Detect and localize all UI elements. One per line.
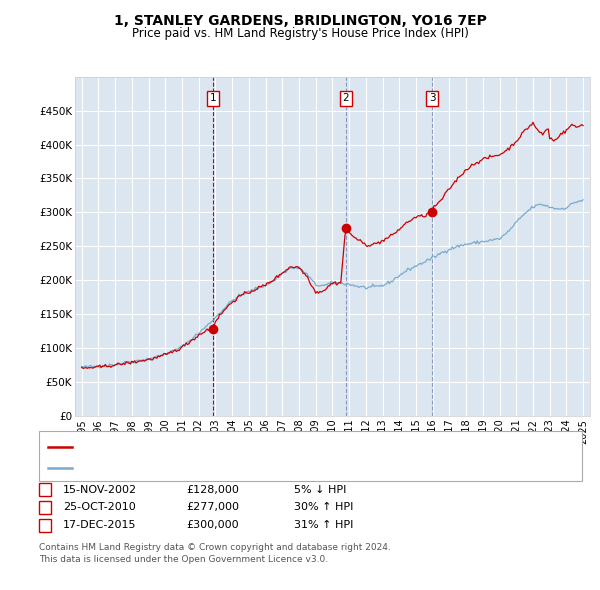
Text: 3: 3 — [41, 520, 49, 530]
Text: HPI: Average price, detached house, East Riding of Yorkshire: HPI: Average price, detached house, East… — [78, 463, 373, 473]
Text: 1, STANLEY GARDENS, BRIDLINGTON, YO16 7EP: 1, STANLEY GARDENS, BRIDLINGTON, YO16 7E… — [113, 14, 487, 28]
Text: 15-NOV-2002: 15-NOV-2002 — [63, 485, 137, 494]
Text: £128,000: £128,000 — [186, 485, 239, 494]
Text: 1: 1 — [41, 485, 49, 494]
Text: 30% ↑ HPI: 30% ↑ HPI — [294, 503, 353, 512]
Text: 1, STANLEY GARDENS, BRIDLINGTON, YO16 7EP (detached house): 1, STANLEY GARDENS, BRIDLINGTON, YO16 7E… — [78, 442, 401, 452]
Text: 25-OCT-2010: 25-OCT-2010 — [63, 503, 136, 512]
Text: 1: 1 — [210, 93, 217, 103]
Text: £277,000: £277,000 — [186, 503, 239, 512]
Text: This data is licensed under the Open Government Licence v3.0.: This data is licensed under the Open Gov… — [39, 555, 328, 563]
Text: 3: 3 — [429, 93, 436, 103]
Text: 2: 2 — [41, 503, 49, 512]
Text: Contains HM Land Registry data © Crown copyright and database right 2024.: Contains HM Land Registry data © Crown c… — [39, 543, 391, 552]
Text: Price paid vs. HM Land Registry's House Price Index (HPI): Price paid vs. HM Land Registry's House … — [131, 27, 469, 40]
Text: 2: 2 — [342, 93, 349, 103]
Text: 5% ↓ HPI: 5% ↓ HPI — [294, 485, 346, 494]
Text: 17-DEC-2015: 17-DEC-2015 — [63, 520, 137, 530]
Text: £300,000: £300,000 — [186, 520, 239, 530]
Text: 31% ↑ HPI: 31% ↑ HPI — [294, 520, 353, 530]
